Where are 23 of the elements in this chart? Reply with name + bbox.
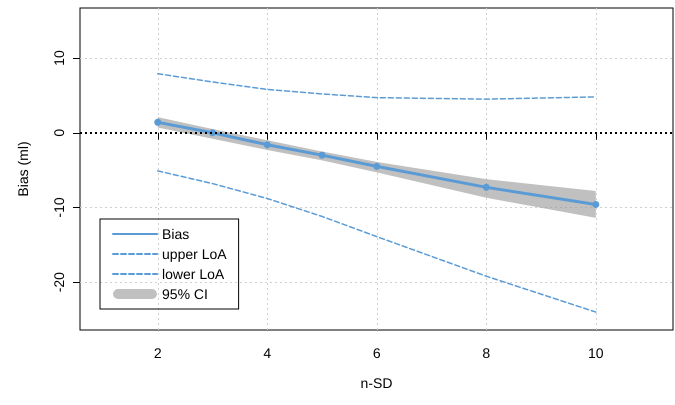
y-axis-title: Bias (ml) <box>15 141 31 197</box>
x-tick-label: 4 <box>263 345 272 361</box>
point <box>592 200 600 208</box>
point <box>264 141 271 148</box>
point <box>373 162 380 170</box>
y-tick-label: -20 <box>51 272 67 292</box>
x-axis-title: n-SD <box>360 375 392 391</box>
annotation: 95% CI <box>162 286 208 302</box>
point <box>482 184 490 191</box>
x-tick-label: 6 <box>372 345 381 361</box>
y-tick-label: -10 <box>51 197 67 218</box>
x-tick-label: 2 <box>154 345 162 361</box>
y-tick-label: 0 <box>51 128 67 137</box>
point <box>154 118 162 126</box>
line-series <box>157 72 597 100</box>
legend-label: lower LoA <box>162 266 225 282</box>
x-tick-label: 8 <box>482 345 490 361</box>
line-series <box>157 170 597 313</box>
legend-label: Bias <box>162 226 190 242</box>
y-tick-label: 10 <box>51 50 67 66</box>
legend-label: upper LoA <box>162 246 228 262</box>
x-tick-label: 10 <box>588 345 604 361</box>
point <box>318 152 326 159</box>
